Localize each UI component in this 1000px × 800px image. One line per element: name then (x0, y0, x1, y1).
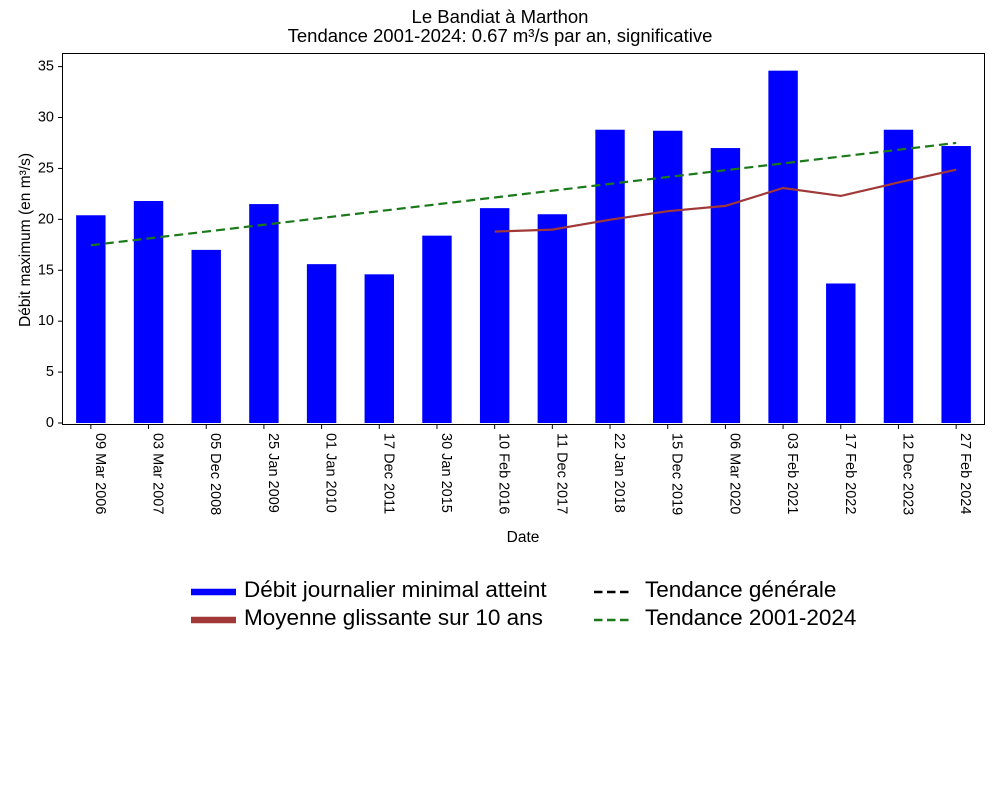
svg-text:Tendance générale: Tendance générale (645, 577, 836, 602)
svg-text:11 Dec 2017: 11 Dec 2017 (553, 433, 569, 514)
svg-text:25: 25 (38, 160, 54, 176)
svg-text:12 Dec 2023: 12 Dec 2023 (899, 433, 915, 515)
svg-text:09 Mar 2006: 09 Mar 2006 (92, 433, 108, 514)
svg-text:22 Jan 2018: 22 Jan 2018 (611, 433, 627, 513)
svg-text:01 Jan 2010: 01 Jan 2010 (323, 433, 339, 513)
svg-text:17 Dec 2011: 17 Dec 2011 (380, 433, 396, 514)
svg-text:Date: Date (507, 529, 540, 546)
svg-text:35: 35 (38, 59, 54, 75)
svg-text:20: 20 (38, 211, 54, 227)
svg-text:0: 0 (46, 415, 54, 431)
svg-text:03 Feb 2021: 03 Feb 2021 (784, 433, 800, 514)
svg-text:25 Jan 2009: 25 Jan 2009 (265, 433, 281, 513)
svg-text:Tendance 2001-2024: 0.67 m³/s: Tendance 2001-2024: 0.67 m³/s par an, si… (288, 25, 713, 46)
svg-text:10: 10 (38, 313, 54, 329)
svg-text:Moyenne glissante sur 10 ans: Moyenne glissante sur 10 ans (244, 605, 543, 630)
svg-text:05 Dec 2008: 05 Dec 2008 (207, 433, 223, 515)
svg-text:Le Bandiat à Marthon: Le Bandiat à Marthon (412, 6, 589, 27)
svg-text:15: 15 (38, 262, 54, 278)
svg-text:27 Feb 2024: 27 Feb 2024 (957, 433, 973, 514)
svg-text:30 Jan 2015: 30 Jan 2015 (438, 433, 454, 513)
svg-text:30: 30 (38, 110, 54, 126)
svg-text:17 Feb 2022: 17 Feb 2022 (842, 433, 858, 514)
svg-text:5: 5 (46, 364, 54, 380)
svg-text:03 Mar 2007: 03 Mar 2007 (150, 433, 166, 514)
svg-text:Tendance 2001-2024: Tendance 2001-2024 (645, 605, 856, 630)
svg-text:Débit journalier minimal attei: Débit journalier minimal atteint (244, 577, 547, 602)
svg-text:Débit maximum (en m³/s): Débit maximum (en m³/s) (17, 153, 34, 327)
svg-text:10 Feb 2016: 10 Feb 2016 (496, 433, 512, 514)
svg-text:15 Dec 2019: 15 Dec 2019 (669, 433, 685, 515)
svg-text:06 Mar 2020: 06 Mar 2020 (726, 433, 742, 514)
